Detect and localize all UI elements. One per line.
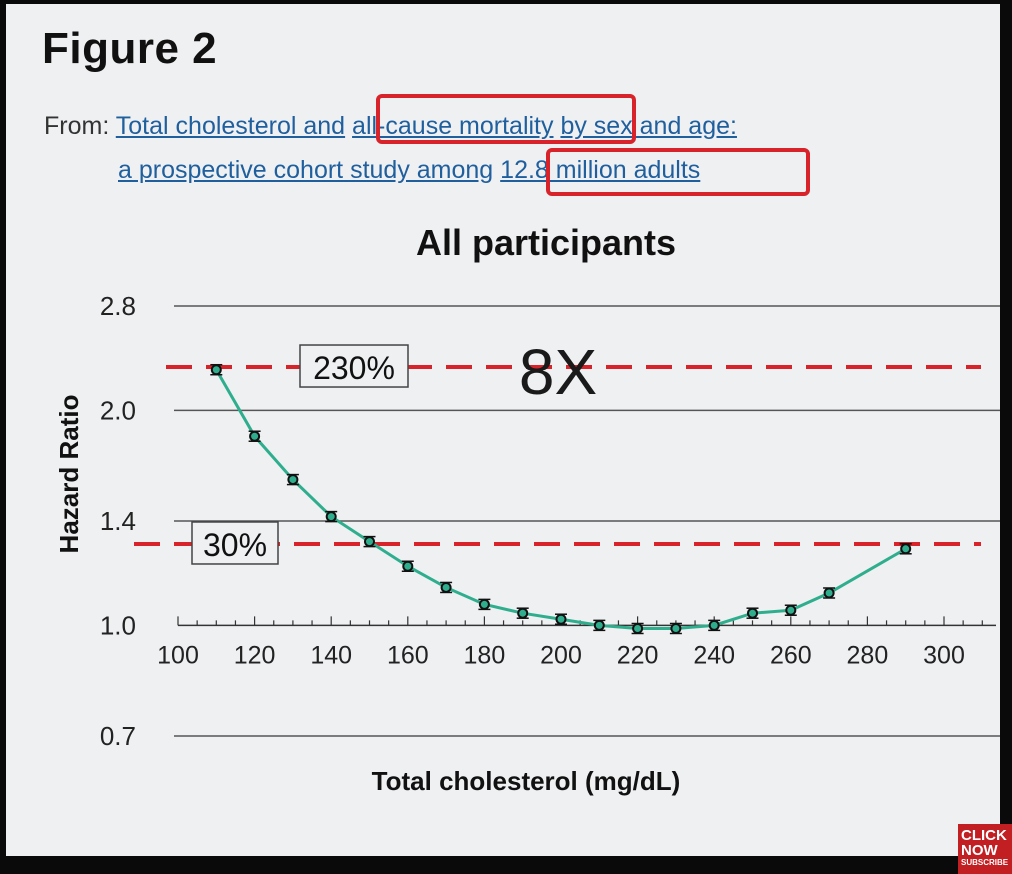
data-point [632,622,644,634]
series-line [215,368,907,630]
subscribe-badge[interactable]: CLICK NOW SUBSCRIBE [958,824,1012,874]
x-tick-label: 220 [617,641,659,669]
citation-link-highlight1[interactable]: all-cause mortality [352,112,554,140]
citation-link-part2[interactable]: by sex and age: [560,112,737,140]
highlight-box-mortality [376,94,636,144]
data-point [287,474,299,486]
hazard-ratio-chart: 230% 30% 2.8 2.0 1.4 1.0 0.7 100 120 140 160 180 20… [54,291,1000,796]
x-tick-label: 140 [310,641,352,669]
annotation-8x: 8X [519,336,597,408]
data-point [210,364,222,376]
x-axis-title: Total cholesterol (mg/dL) [372,766,681,796]
slide: Figure 2 From: Total cholesterol and all… [6,4,1000,856]
chart-title: All participants [415,222,677,263]
x-tick-label: 180 [464,641,506,669]
series-layer [210,363,912,635]
x-tick-label: 280 [847,641,889,669]
x-tick-label: 120 [234,641,276,669]
y-tick-label: 2.0 [100,395,136,425]
data-point [364,536,375,548]
data-point [478,598,490,610]
citation-link-highlight2[interactable]: 12.8 million adults [500,156,701,184]
grid-layer [174,305,1000,737]
x-tick-label: 160 [387,641,429,669]
data-point [325,511,337,523]
data-point [440,581,452,593]
reference-label-box [299,344,409,388]
reference-label: 30% [203,527,267,563]
reference-label-box [191,521,279,565]
citation-link-part3[interactable]: a prospective cohort study among [118,156,494,184]
data-point [708,619,720,631]
citation-line-1: From: Total cholesterol and all-cause mo… [44,112,737,141]
data-point [402,560,414,572]
x-tick-label: 200 [540,641,582,669]
data-point [555,613,567,625]
x-tick-label: 260 [770,641,812,669]
y-tick-label: 1.0 [100,610,136,640]
figure-title: Figure 2 [42,24,218,73]
citation-link-part1[interactable]: Total cholesterol and [115,112,346,140]
data-point [593,619,605,631]
y-tick-label: 0.7 [100,721,136,751]
from-label: From: [44,112,110,140]
label-layer: 2.8 2.0 1.4 1.0 0.7 100 120 140 160 180 200 220 240 2… [54,291,965,796]
y-tick-label: 1.4 [100,506,136,536]
badge-line3: SUBSCRIBE [961,858,1009,867]
y-tick-label: 2.8 [100,291,136,321]
data-point [785,604,797,616]
data-point [900,543,912,555]
data-point [670,622,682,634]
x-tick-label: 240 [693,641,735,669]
data-point [747,607,758,619]
reference-layer: 230% 30% [134,344,981,565]
data-point [823,587,835,599]
badge-line2: NOW [961,842,998,859]
reference-label: 230% [313,350,395,386]
data-point [517,607,529,619]
x-tick-label: 300 [923,641,965,669]
data-point [249,430,261,442]
y-axis-title: Hazard Ratio [54,395,84,554]
citation-line-2: a prospective cohort study among 12.8 mi… [118,156,700,185]
highlight-box-adults [546,148,810,196]
badge-line1: CLICK [961,827,1007,844]
x-tick-label: 100 [157,641,199,669]
